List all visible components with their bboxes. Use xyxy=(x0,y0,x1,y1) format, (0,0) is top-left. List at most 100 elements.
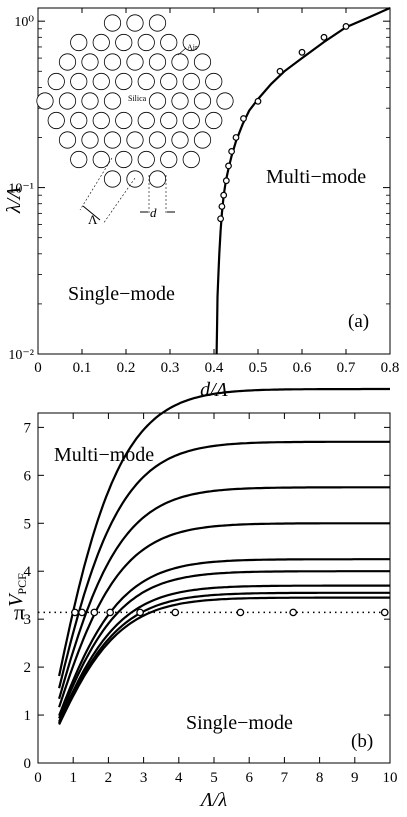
air-hole xyxy=(171,53,189,71)
air-hole xyxy=(58,53,77,71)
air-hole xyxy=(148,170,167,188)
y-tick-label: 4 xyxy=(24,564,32,580)
y-tick-label: 0 xyxy=(24,756,32,772)
x-tick-label: 1 xyxy=(69,770,77,786)
pcf-subscript: PCF xyxy=(15,573,29,595)
data-point xyxy=(136,608,144,617)
air-hole xyxy=(103,14,122,32)
vpcf-curve xyxy=(58,558,390,717)
air-hole xyxy=(126,14,144,32)
data-point xyxy=(222,177,230,185)
y-tick-label: 6 xyxy=(24,468,32,484)
vpcf-curve xyxy=(58,591,390,724)
air-hole xyxy=(70,150,88,169)
y-tick-label: 10⁻² xyxy=(8,348,34,363)
panel-a-x-axis-label: d/Λ xyxy=(200,379,228,401)
panel-a-tag: (a) xyxy=(348,311,369,332)
inset-pitch-label: Λ xyxy=(88,212,98,227)
x-tick-label: 7 xyxy=(281,770,289,786)
air-hole xyxy=(148,92,167,110)
panel-b-singlemode-label: Single−mode xyxy=(186,712,293,734)
air-hole xyxy=(115,111,133,130)
air-hole xyxy=(115,150,133,169)
panel-b-data-points xyxy=(71,608,389,617)
data-point xyxy=(106,608,115,617)
y-tick-label: 7 xyxy=(24,420,32,436)
x-tick-label: 9 xyxy=(351,770,359,786)
panel-b-curves xyxy=(58,387,390,725)
panel-a-multimode-label: Multi−mode xyxy=(266,166,366,188)
air-hole xyxy=(148,53,167,71)
data-point xyxy=(228,147,236,155)
data-point xyxy=(380,608,389,617)
air-hole xyxy=(193,92,212,110)
y-tick-label: 10⁰ xyxy=(14,15,34,30)
data-point xyxy=(220,191,228,199)
data-point xyxy=(171,608,180,617)
panel-b-y-ticks: 0 1 2 3 4 5 6 7 xyxy=(24,420,390,772)
air-hole xyxy=(36,92,54,110)
inset-silica-label: Silica xyxy=(128,94,147,103)
air-hole xyxy=(47,111,65,130)
data-point xyxy=(342,23,350,30)
air-hole xyxy=(182,72,200,91)
data-point xyxy=(298,48,306,56)
x-tick-label: 0.2 xyxy=(117,360,136,376)
panel-a-y-ticks: 10⁻² 10⁻¹ 10⁰ xyxy=(8,15,390,363)
air-hole xyxy=(182,33,200,52)
panel-a-y-axis-label: λ/Λ xyxy=(3,187,25,214)
air-hole xyxy=(193,53,212,71)
panel-a-x-ticks: 0 0.1 0.2 0.3 0.4 0.5 0.6 0.7 0.8 xyxy=(34,8,399,376)
x-tick-label: 3 xyxy=(140,770,148,786)
air-hole xyxy=(103,131,122,149)
x-tick-label: 0.8 xyxy=(381,360,400,376)
inset-air-pointer xyxy=(177,47,187,56)
vpcf-curve xyxy=(58,584,390,723)
x-tick-label: 6 xyxy=(245,770,253,786)
air-hole xyxy=(47,72,65,91)
air-hole xyxy=(92,150,110,169)
air-hole xyxy=(137,150,155,169)
air-hole xyxy=(126,53,144,71)
air-hole xyxy=(171,131,189,149)
x-tick-label: 0 xyxy=(34,360,42,376)
x-tick-label: 10 xyxy=(383,770,398,786)
pitch-arrow xyxy=(82,205,101,221)
x-tick-label: 0.1 xyxy=(73,360,92,376)
x-tick-label: 4 xyxy=(175,770,183,786)
air-hole xyxy=(148,14,167,32)
panel-b-x-axis-label: Λ/λ xyxy=(199,789,228,811)
air-hole xyxy=(160,150,178,169)
data-point xyxy=(254,97,262,105)
air-hole xyxy=(182,150,200,169)
y-tick-label: 10⁻¹ xyxy=(8,182,34,197)
air-hole xyxy=(160,111,178,130)
x-tick-label: 0.3 xyxy=(161,360,180,376)
y-tick-label: 2 xyxy=(24,660,32,676)
data-point xyxy=(78,608,86,617)
data-point xyxy=(276,67,284,75)
air-hole xyxy=(92,111,110,130)
air-hole xyxy=(103,53,122,71)
data-point xyxy=(320,33,328,41)
x-tick-label: 0.6 xyxy=(293,360,312,376)
vpcf-curve xyxy=(58,486,390,700)
panel-b-multimode-label: Multi−mode xyxy=(54,444,154,466)
data-point xyxy=(90,608,99,617)
x-tick-label: 2 xyxy=(105,770,113,786)
vpcf-curve xyxy=(58,570,390,719)
pitch-guide-line xyxy=(102,177,136,225)
air-hole xyxy=(137,72,155,91)
y-tick-label: 3 xyxy=(24,612,32,628)
air-hole xyxy=(182,111,200,130)
air-hole xyxy=(115,33,133,52)
air-hole xyxy=(81,53,99,71)
air-hole xyxy=(70,33,88,52)
data-point xyxy=(289,608,298,617)
vpcf-curve xyxy=(58,596,390,725)
panel-a-data-points xyxy=(217,23,350,223)
air-hole xyxy=(81,131,99,149)
air-hole xyxy=(58,92,77,110)
inset-air-label: Air xyxy=(187,43,198,52)
